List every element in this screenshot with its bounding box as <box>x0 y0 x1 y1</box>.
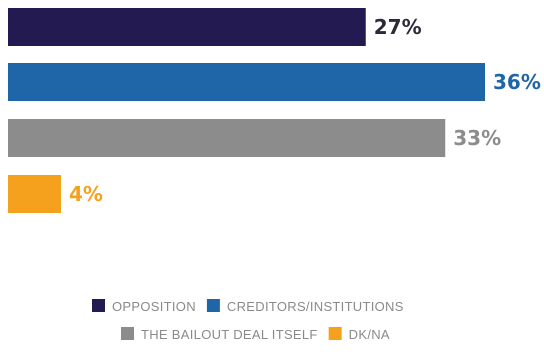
value-label-creditors-institutions: 36% <box>493 70 541 94</box>
legend-label-the-bailout-deal-itself: THE BAILOUT DEAL ITSELF <box>141 327 318 342</box>
bar-creditors-institutions <box>8 63 485 101</box>
value-label-dk-na: 4% <box>69 182 103 206</box>
bars-group <box>8 8 485 213</box>
legend-label-opposition: OPPOSITION <box>112 299 196 314</box>
value-label-opposition: 27% <box>374 15 422 39</box>
value-label-the-bailout-deal-itself: 33% <box>453 126 501 150</box>
bar-the-bailout-deal-itself <box>8 119 446 157</box>
bar-dk-na <box>8 175 61 213</box>
legend-swatch-dk-na <box>328 327 342 340</box>
legend-label-dk-na: DK/NA <box>349 327 390 342</box>
bar-opposition <box>8 8 366 46</box>
legend-swatch-the-bailout-deal-itself <box>121 327 134 340</box>
legend-swatch-opposition <box>92 299 105 312</box>
legend-swatch-creditors-institutions <box>206 299 220 312</box>
value-labels-group: 27% 36% 33% 4% <box>69 15 541 206</box>
legend: OPPOSITION CREDITORS/INSTITUTIONS THE BAIL… <box>92 299 404 342</box>
legend-label-creditors-institutions: CREDITORS/INSTITUTIONS <box>227 299 404 314</box>
